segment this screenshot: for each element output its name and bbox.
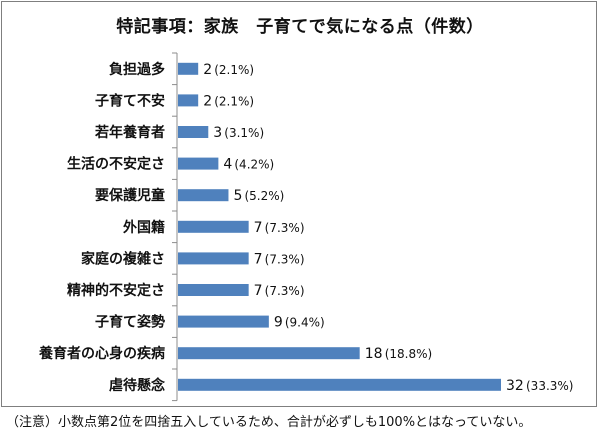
value-label: 18 — [365, 346, 383, 362]
value-label: 2 — [203, 93, 212, 109]
chart-frame — [1, 1, 597, 407]
bar — [178, 252, 249, 265]
category-label: 精神的不安定さ — [67, 282, 165, 299]
category-label: 外国籍 — [123, 219, 165, 236]
chart-title: 特記事項：家族 子育てで気になる点（件数） — [116, 17, 484, 37]
percent-label: (7.3%) — [265, 252, 305, 266]
percent-label: (3.1%) — [224, 126, 264, 140]
category-label: 養育者の心身の疾病 — [38, 345, 165, 362]
bar — [178, 347, 360, 360]
bar — [178, 157, 219, 170]
bar — [178, 62, 199, 75]
percent-label: (4.2%) — [234, 158, 274, 172]
value-label: 5 — [233, 188, 242, 204]
value-label: 7 — [254, 220, 263, 236]
percent-label: (7.3%) — [265, 221, 305, 235]
value-label: 7 — [254, 251, 263, 267]
bar — [178, 315, 269, 328]
value-label: 4 — [223, 157, 232, 173]
category-label: 負担過多 — [109, 61, 165, 78]
value-label: 32 — [506, 378, 524, 394]
category-label: 虐待懸念 — [109, 377, 166, 394]
percent-label: (5.2%) — [244, 189, 284, 203]
bar — [178, 126, 209, 138]
value-label: 9 — [274, 315, 283, 331]
bar — [178, 94, 199, 107]
category-label: 子育て姿勢 — [95, 314, 165, 331]
percent-label: (7.3%) — [265, 284, 305, 298]
bar — [178, 378, 501, 391]
percent-label: (2.1%) — [214, 63, 254, 77]
percent-label: (18.8%) — [385, 347, 432, 361]
category-label: 子育て不安 — [95, 92, 165, 109]
value-label: 2 — [203, 62, 212, 78]
bar — [178, 189, 229, 202]
value-label: 7 — [254, 283, 263, 299]
category-label: 要保護児童 — [95, 187, 165, 204]
percent-label: (33.3%) — [526, 379, 573, 393]
bar — [178, 284, 249, 296]
value-label: 3 — [213, 125, 222, 141]
category-label: 家庭の複雑さ — [81, 250, 165, 267]
category-label: 生活の不安定さ — [67, 156, 165, 173]
bar-chart: 負担過多 2 (2.1%)子育て不安 2 (2.1%)若年養育者 3 (3.1%)生活の不安… — [38, 52, 573, 402]
bar — [178, 220, 249, 233]
percent-label: (9.4%) — [285, 316, 325, 330]
category-label: 若年養育者 — [94, 124, 165, 141]
percent-label: (2.1%) — [214, 94, 254, 108]
footnote: （注意）小数点第2位を四捨五入しているため、合計が必ずしも100%とはなっていな… — [6, 415, 532, 430]
